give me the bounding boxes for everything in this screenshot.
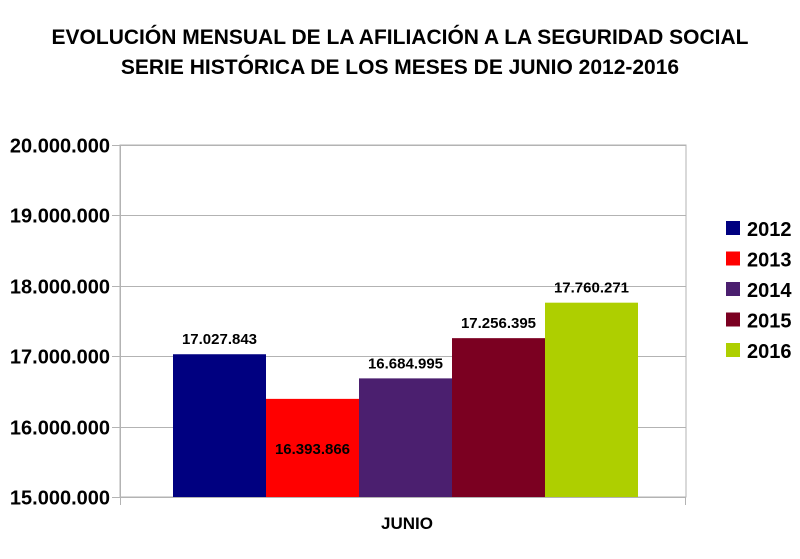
legend-swatch-2012: [726, 221, 740, 235]
y-tick-label-4: 19.000.000: [10, 206, 110, 228]
legend-swatch-2015: [726, 312, 740, 327]
x-category-label: JUNIO: [381, 514, 433, 533]
legend-label-2013: 2013: [747, 250, 792, 272]
legend-swatch-2014: [726, 282, 740, 296]
data-label-2016: 17.760.271: [554, 280, 629, 297]
chart-subtitle: SERIE HISTÓRICA DE LOS MESES DE JUNIO 20…: [120, 56, 680, 79]
y-tick-label-1: 16.000.000: [10, 418, 110, 440]
legend-label-2016: 2016: [747, 341, 792, 363]
y-tick-label-0: 15.000.000: [10, 488, 110, 510]
bar-2014: [359, 378, 452, 497]
legend-swatch-2013: [726, 251, 740, 266]
y-tick-label-3: 18.000.000: [10, 277, 110, 299]
y-tick-label-2: 17.000.000: [10, 347, 110, 369]
bar-2012: [173, 354, 266, 497]
bar-2015: [452, 338, 545, 497]
legend-swatch-2016: [726, 343, 740, 357]
bar-2016: [545, 302, 638, 497]
data-label-2014: 16.684.995: [368, 355, 443, 372]
chart-title: EVOLUCIÓN MENSUAL DE LA AFILIACIÓN A LA …: [51, 26, 749, 49]
data-label-2015: 17.256.395: [461, 315, 536, 332]
data-label-2013: 16.393.866: [275, 441, 350, 458]
legend-label-2015: 2015: [747, 311, 792, 333]
legend-label-2012: 2012: [747, 219, 792, 241]
bar-2013: [266, 398, 359, 497]
data-label-2012: 17.027.843: [182, 331, 257, 348]
y-tick-label-5: 20.000.000: [10, 136, 110, 158]
legend-label-2014: 2014: [747, 280, 792, 302]
